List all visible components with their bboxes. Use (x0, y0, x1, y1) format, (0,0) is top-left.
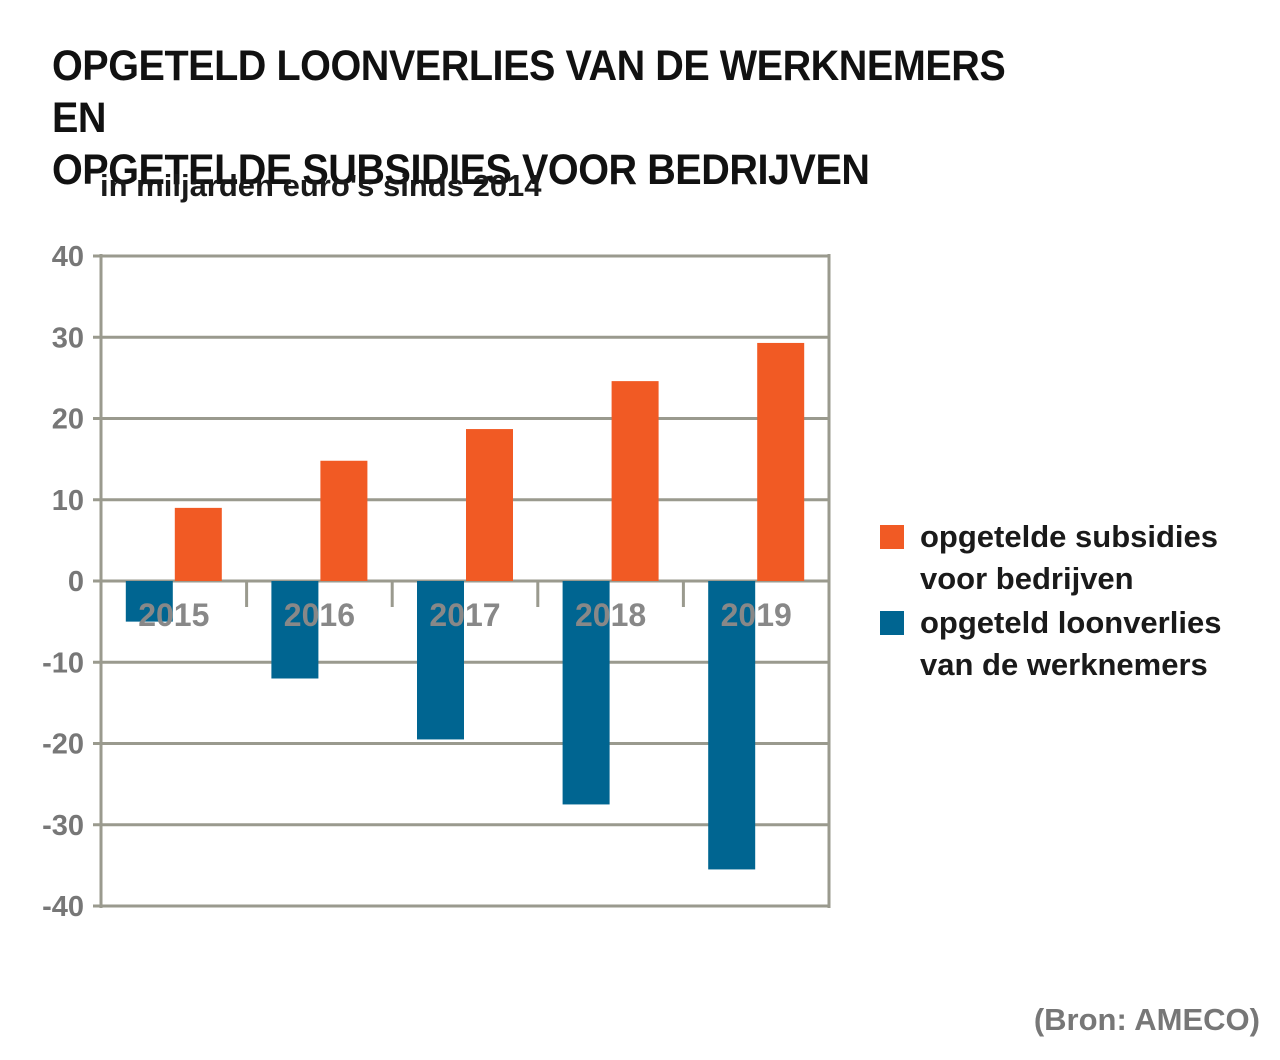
source-note: (Bron: AMECO) (1033, 1002, 1260, 1037)
bar-loonverlies-2019 (708, 581, 756, 870)
category-label-2019: 2019 (721, 597, 792, 633)
y-tick-10: 10 (52, 485, 84, 517)
chart-title: OPGETELD LOONVERLIES VAN DE WERKNEMERS E… (52, 40, 1064, 196)
legend-swatch-subsidies (880, 525, 904, 549)
category-label-2018: 2018 (575, 597, 646, 633)
x-axis-categories: 2015 2016 2017 2018 2019 (138, 597, 792, 633)
title-line-1: OPGETELD LOONVERLIES VAN DE WERKNEMERS E… (52, 42, 1006, 142)
legend-item-loonverlies: opgeteld loonverlies van de werknemers (880, 602, 1260, 686)
bar-loonverlies-2015 (125, 581, 173, 622)
legend-item-subsidies: opgetelde subsidies voor bedrijven (880, 516, 1260, 600)
y-tick-30: 30 (52, 322, 84, 354)
legend-label-loonverlies-line1: opgeteld loonverlies (920, 605, 1222, 640)
plot-frame (99, 254, 831, 908)
bar-subsidies-2017 (466, 429, 513, 581)
chart-subtitle: in miljarden euro's sinds 2014 (100, 168, 542, 203)
legend-label-subsidies-line2: voor bedrijven (920, 561, 1134, 596)
legend-label-subsidies-line1: opgetelde subsidies (920, 519, 1219, 554)
y-tick-40: 40 (52, 241, 84, 273)
y-tick-20: 20 (52, 404, 84, 436)
y-tick--40: -40 (42, 891, 84, 923)
bar-subsidies-2016 (320, 460, 368, 581)
legend-label-loonverlies-line2: van de werknemers (920, 647, 1208, 682)
legend-swatch-loonverlies (880, 611, 904, 635)
legend: opgetelde subsidies voor bedrijven opget… (880, 516, 1260, 688)
bar-subsidies-2015 (174, 507, 222, 581)
bars (125, 342, 805, 870)
category-label-2015: 2015 (138, 597, 209, 633)
bar-subsidies-2019 (757, 342, 805, 581)
bar-loonverlies-2017 (417, 581, 464, 740)
title-line-2: OPGETELDE SUBSIDIES VOOR BEDRIJVEN (52, 146, 870, 194)
bar-loonverlies-2016 (271, 581, 319, 679)
category-label-2017: 2017 (429, 597, 500, 633)
y-tick-0: 0 (68, 566, 84, 598)
y-tick--30: -30 (42, 810, 84, 842)
y-tick--20: -20 (42, 729, 84, 761)
bar-loonverlies-2018 (562, 581, 610, 805)
category-label-2016: 2016 (284, 597, 355, 633)
bar-subsidies-2018 (611, 381, 659, 581)
y-axis-ticks: 40 30 20 10 0 -10 -20 -30 -40 (42, 241, 84, 923)
y-tick--10: -10 (42, 647, 84, 679)
